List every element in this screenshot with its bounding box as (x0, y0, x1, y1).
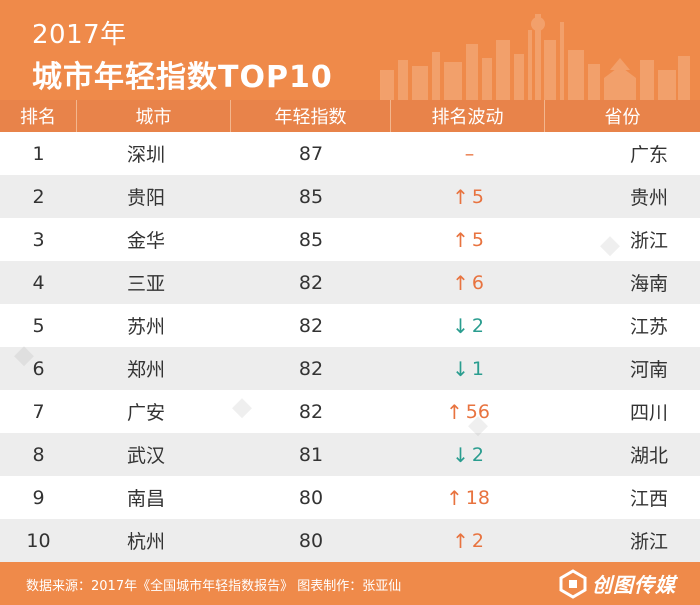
table-body: 1 深圳 87– 广东 2 贵阳 85 ↑ 5 贵州 3 金华 85 ↑ 5 浙江 4 三亚 82 ↑ 6 海南 5 苏州 82… (0, 132, 700, 562)
score-cell: 80 (298, 486, 324, 509)
province-cell: 河南 (629, 359, 668, 381)
rank-change-cell: ↓ 2 (391, 304, 545, 347)
rank-cell: 3 (32, 228, 45, 251)
city-cell: 深圳 (127, 144, 166, 166)
data-source-note: 数据来源：2017年《全国城市年轻指数报告》 图表制作：张亚仙 (26, 579, 402, 594)
province-cell: 浙江 (629, 230, 668, 252)
rank-cell: 6 (32, 357, 45, 380)
rank-cell: 4 (32, 271, 45, 294)
rank-change-value: 18 (465, 486, 490, 509)
rank-cell: 2 (32, 185, 45, 208)
column-header-province: 省份 (604, 107, 641, 128)
rank-change-value: 6 (471, 271, 484, 294)
score-cell: 82 (298, 357, 324, 380)
city-cell: 杭州 (127, 531, 166, 553)
rank-cell: 10 (26, 529, 51, 552)
column-header-score: 年轻指数 (231, 100, 391, 132)
table-row: 2 贵阳 85 ↑ 5 贵州 (0, 175, 700, 218)
arrow-up-icon: ↑ (452, 270, 469, 295)
rank-cell: 8 (32, 443, 45, 466)
arrow-down-icon: ↓ (452, 442, 469, 467)
watermark-icon: ◆ (468, 410, 488, 440)
logo-text: 创图传媒 (592, 573, 676, 597)
watermark-icon: ◆ (14, 340, 34, 370)
rank-change-cell: ↑ 18 (391, 476, 545, 519)
score-cell: 82 (298, 271, 324, 294)
score-cell: 80 (298, 529, 324, 552)
table-header: 排名 城市 年轻指数 排名波动 省份 (0, 100, 700, 132)
column-header-change: 排名波动 (391, 100, 545, 132)
table-row: 9 南昌 80 ↑ 18 江西 (0, 476, 700, 519)
province-cell: 海南 (629, 273, 668, 295)
score-cell: 87 (298, 142, 324, 165)
score-cell: 82 (298, 314, 324, 337)
watermark-icon: ◆ (232, 392, 252, 422)
province-cell: 江西 (629, 488, 668, 510)
arrow-up-icon: ↑ (452, 184, 469, 209)
page-title: 城市年轻指数TOP10 (32, 60, 333, 95)
table-row: 3 金华 85 ↑ 5 浙江 (0, 218, 700, 261)
footer: 数据来源：2017年《全国城市年轻指数报告》 图表制作：张亚仙 创图传媒 (0, 562, 700, 605)
province-cell: 贵州 (629, 187, 668, 209)
table-row: 7 广安 82 ↑ 56 四川 (0, 390, 700, 433)
rank-cell: 5 (32, 314, 45, 337)
rank-change-value: 1 (471, 357, 484, 380)
city-cell: 南昌 (127, 488, 166, 510)
rank-change-value: 5 (471, 228, 484, 251)
province-cell: 广东 (629, 144, 668, 166)
arrow-down-icon: ↓ (452, 313, 469, 338)
province-cell: 湖北 (629, 445, 668, 467)
rank-change-cell: ↑ 56 (391, 390, 545, 433)
score-cell: 82 (298, 400, 324, 423)
rank-change-value: – (464, 142, 475, 165)
table-row: 8 武汉 81 ↓ 2 湖北 (0, 433, 700, 476)
city-cell: 武汉 (127, 445, 166, 467)
column-header-city: 城市 (77, 100, 231, 132)
rank-cell: 9 (32, 486, 45, 509)
city-cell: 苏州 (127, 316, 166, 338)
rank-change-value: 2 (471, 314, 484, 337)
rank-change-value: 5 (471, 185, 484, 208)
rank-change-value: 2 (471, 529, 484, 552)
report-year: 2017年 (32, 20, 127, 50)
table-row: 10 杭州 80 ↑ 2 浙江 (0, 519, 700, 562)
table-row: 1 深圳 87 – 广东 (0, 132, 700, 175)
rank-change-value: 56 (465, 400, 490, 423)
city-cell: 金华 (127, 230, 166, 252)
arrow-up-icon: ↑ (452, 227, 469, 252)
rank-cell: 7 (32, 400, 45, 423)
watermark-icon: ◆ (600, 230, 620, 260)
rank-cell: 1 (32, 142, 45, 165)
arrow-down-icon: ↓ (452, 356, 469, 381)
city-cell: 郑州 (127, 359, 166, 381)
arrow-up-icon: ↑ (446, 399, 463, 424)
score-cell: 85 (298, 228, 324, 251)
city-cell: 广安 (127, 402, 166, 424)
rank-change-cell: ↓ 1 (391, 347, 545, 390)
province-cell: 江苏 (629, 316, 668, 338)
city-cell: 贵阳 (127, 187, 166, 209)
rank-change-cell: ↑ 5 (391, 218, 545, 261)
rank-change-cell: ↓ 2 (391, 433, 545, 476)
province-cell: 浙江 (629, 531, 668, 553)
score-cell: 81 (298, 443, 324, 466)
rank-change-cell: ↑ 5 (391, 175, 545, 218)
arrow-up-icon: ↑ (452, 528, 469, 553)
table-row: 6 郑州 82 ↓ 1 河南 (0, 347, 700, 390)
table-row: 4 三亚 82 ↑ 6 海南 (0, 261, 700, 304)
rank-change-value: 2 (471, 443, 484, 466)
header-banner: 2017年 城市年轻指数TOP10 (0, 0, 700, 100)
city-skyline-illustration (380, 14, 690, 100)
rank-change-cell: ↑ 6 (391, 261, 545, 304)
logo-mark-icon (559, 569, 587, 599)
brand-logo: 创图传媒 (558, 567, 678, 601)
arrow-up-icon: ↑ (446, 485, 463, 510)
score-cell: 85 (298, 185, 324, 208)
rank-change-cell: ↑ 2 (391, 519, 545, 562)
city-cell: 三亚 (127, 273, 166, 295)
column-header-rank: 排名 (0, 100, 77, 132)
province-cell: 四川 (629, 402, 668, 424)
table-row: 5 苏州 82 ↓ 2 江苏 (0, 304, 700, 347)
rank-change-cell: – (391, 132, 545, 175)
